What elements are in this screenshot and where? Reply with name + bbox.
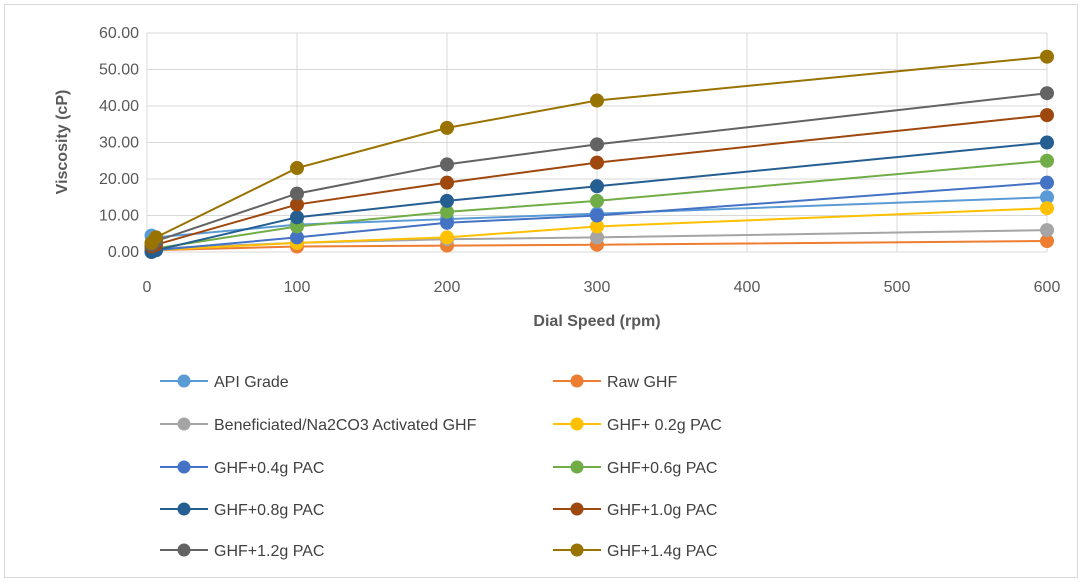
legend-label: Beneficiated/Na2CO3 Activated GHF: [214, 417, 477, 434]
legend-label: API Grade: [214, 374, 289, 391]
legend-item: GHF+0.6g PAC: [553, 460, 717, 477]
y-tick-label: 20.00: [99, 171, 139, 188]
data-point: [440, 120, 454, 135]
y-tick-label: 40.00: [99, 98, 139, 115]
x-tick-label: 0: [143, 279, 152, 296]
y-axis-title: Viscosity (cP): [54, 90, 71, 195]
x-tick-label: 600: [1034, 279, 1061, 296]
y-tick-label: 50.00: [99, 62, 139, 79]
legend-label: GHF+0.6g PAC: [607, 460, 717, 477]
x-tick-label: 400: [734, 279, 761, 296]
legend-item: GHF+1.4g PAC: [553, 543, 717, 560]
legend-marker: [570, 374, 584, 388]
data-point: [590, 179, 604, 194]
data-point: [1040, 153, 1054, 168]
legend-marker: [570, 417, 584, 431]
legend-label: Raw GHF: [607, 374, 677, 391]
legend-item: API Grade: [160, 374, 289, 391]
legend-label: GHF+0.8g PAC: [214, 502, 324, 519]
data-point: [590, 155, 604, 170]
legend-item: GHF+1.2g PAC: [160, 543, 324, 560]
x-axis-ticks: 0 100 200 300 400 500 600: [143, 279, 1061, 296]
data-point: [440, 193, 454, 208]
data-point: [1040, 223, 1054, 238]
x-tick-label: 500: [884, 279, 911, 296]
data-point: [440, 230, 454, 245]
legend-label: GHF+1.4g PAC: [607, 543, 717, 560]
y-tick-label: 10.00: [99, 208, 139, 225]
legend-item: GHF+0.8g PAC: [160, 502, 324, 519]
y-tick-label: 30.00: [99, 135, 139, 152]
series-10: [144, 49, 1054, 250]
data-point: [149, 230, 163, 245]
legend-marker: [570, 460, 584, 474]
y-tick-label: 60.00: [99, 25, 139, 42]
legend-marker: [570, 543, 584, 557]
data-point: [590, 193, 604, 208]
legend-label: GHF+0.4g PAC: [214, 460, 324, 477]
data-point: [1040, 49, 1054, 64]
data-point: [290, 161, 304, 176]
data-point: [1040, 135, 1054, 150]
legend-item: GHF+0.4g PAC: [160, 460, 324, 477]
chart-area: [4, 4, 1078, 578]
data-point: [290, 210, 304, 225]
legend-item: Beneficiated/Na2CO3 Activated GHF: [160, 417, 477, 434]
data-point: [440, 175, 454, 190]
legend-marker: [177, 460, 191, 474]
data-point: [1040, 86, 1054, 101]
data-point: [1040, 175, 1054, 190]
data-point: [590, 137, 604, 152]
legend-marker: [177, 543, 191, 557]
data-point: [1040, 108, 1054, 123]
legend-marker: [177, 502, 191, 516]
data-point: [440, 157, 454, 172]
legend-item: GHF+ 0.2g PAC: [553, 417, 722, 434]
legend-label: GHF+ 0.2g PAC: [607, 417, 722, 434]
legend-marker: [177, 374, 191, 388]
x-axis-title: Dial Speed (rpm): [533, 313, 660, 330]
data-point: [590, 208, 604, 223]
x-tick-label: 300: [584, 279, 611, 296]
data-point: [1040, 201, 1054, 216]
y-axis-ticks: 0.00 10.00 20.00 30.00 40.00 50.00 60.00: [99, 25, 139, 261]
x-tick-label: 100: [284, 279, 311, 296]
legend: API Grade Raw GHF Beneficiated/Na2CO3 Acti…: [160, 374, 722, 560]
data-point: [290, 186, 304, 201]
legend-marker: [570, 502, 584, 516]
series-layer: [144, 49, 1054, 259]
legend-item: GHF+1.0g PAC: [553, 502, 717, 519]
data-point: [590, 93, 604, 108]
legend-label: GHF+1.2g PAC: [214, 543, 324, 560]
legend-item: Raw GHF: [553, 374, 677, 391]
legend-label: GHF+1.0g PAC: [607, 502, 717, 519]
y-tick-label: 0.00: [108, 244, 139, 261]
x-tick-label: 200: [434, 279, 461, 296]
legend-marker: [177, 417, 191, 431]
